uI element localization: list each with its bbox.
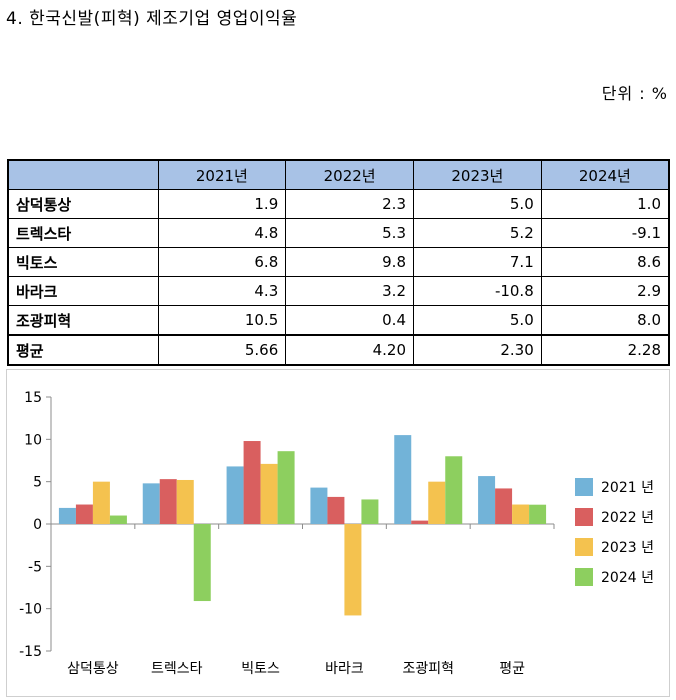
table-row: 트렉스타 4.8 5.3 5.2 -9.1 xyxy=(7,218,670,248)
table-header-row: 2021년 2022년 2023년 2024년 xyxy=(7,159,670,190)
legend-swatch xyxy=(575,538,593,556)
bar xyxy=(260,463,278,524)
y-tick-label: 10 xyxy=(24,432,42,448)
table-cell: 8.0 xyxy=(540,305,670,336)
table-cell: 7.1 xyxy=(413,247,542,277)
bar xyxy=(75,504,93,524)
table-cell: 5.0 xyxy=(413,189,542,219)
legend-label: 2023 년 xyxy=(601,540,654,556)
x-tick-label: 바라크 xyxy=(325,661,364,677)
bar xyxy=(109,515,127,524)
table-cell: 3.2 xyxy=(285,276,414,306)
bar xyxy=(478,476,496,524)
x-tick-label: 삼덕통상 xyxy=(67,661,119,677)
table-header-2022: 2022년 xyxy=(285,159,414,190)
row-label: 평균 xyxy=(7,334,159,366)
y-tick-label: 15 xyxy=(24,390,42,406)
table-cell: 5.3 xyxy=(285,218,414,248)
table-header-2021: 2021년 xyxy=(157,159,287,190)
bar xyxy=(92,481,110,524)
y-tick-label: 5 xyxy=(33,475,42,491)
table-row: 빅토스 6.8 9.8 7.1 8.6 xyxy=(7,247,670,277)
legend-item: 2023 년 xyxy=(575,532,654,562)
y-tick-label: -5 xyxy=(28,559,42,575)
table-cell: 9.8 xyxy=(285,247,414,277)
x-tick-label: 평균 xyxy=(499,661,525,677)
y-tick-label: -15 xyxy=(19,644,42,660)
row-label: 트렉스타 xyxy=(7,218,159,248)
x-tick-label: 조광피혁 xyxy=(402,661,454,677)
legend-item: 2024 년 xyxy=(575,562,654,592)
y-tick-label: -10 xyxy=(19,602,42,618)
unit-label: 단위 : % xyxy=(601,84,668,103)
bar xyxy=(58,507,76,524)
row-label: 조광피혁 xyxy=(7,305,159,336)
table-cell: 5.2 xyxy=(413,218,542,248)
table-cell: 2.3 xyxy=(285,189,414,219)
table-row: 삼덕통상 1.9 2.3 5.0 1.0 xyxy=(7,189,670,219)
bar xyxy=(529,504,547,524)
table-header-2024: 2024년 xyxy=(540,159,670,190)
table-cell: -9.1 xyxy=(540,218,670,248)
legend-swatch xyxy=(575,568,593,586)
legend-item: 2022 년 xyxy=(575,502,654,532)
table-cell: 10.5 xyxy=(157,305,287,336)
legend-swatch xyxy=(575,508,593,526)
table-cell: 2.9 xyxy=(540,276,670,306)
bar xyxy=(361,499,379,524)
row-label: 바라크 xyxy=(7,276,159,306)
bar xyxy=(394,435,412,524)
row-label: 빅토스 xyxy=(7,247,159,277)
bar xyxy=(176,479,194,524)
legend-label: 2021 년 xyxy=(601,480,654,496)
bar xyxy=(344,524,362,616)
table-row-average: 평균 5.66 4.20 2.30 2.28 xyxy=(7,334,670,366)
table-cell: 2.30 xyxy=(413,334,542,366)
bar xyxy=(277,451,295,524)
table-header-2023: 2023년 xyxy=(413,159,542,190)
bar xyxy=(512,504,530,524)
bar xyxy=(193,524,211,602)
table-cell: 1.0 xyxy=(540,189,670,219)
bar xyxy=(495,488,513,524)
bar xyxy=(159,479,177,524)
table-cell: 4.3 xyxy=(157,276,287,306)
chart-legend: 2021 년 2022 년 2023 년 2024 년 xyxy=(575,472,654,592)
legend-item: 2021 년 xyxy=(575,472,654,502)
bar xyxy=(142,483,160,524)
y-tick-label: 0 xyxy=(33,517,42,533)
table-cell: 5.66 xyxy=(157,334,287,366)
x-tick-label: 트렉스타 xyxy=(151,661,203,677)
bar xyxy=(226,466,244,524)
table-cell: 4.20 xyxy=(285,334,414,366)
legend-swatch xyxy=(575,478,593,496)
data-table: 2021년 2022년 2023년 2024년 삼덕통상 1.9 2.3 5.0… xyxy=(7,159,670,366)
row-label: 삼덕통상 xyxy=(7,189,159,219)
x-tick-label: 빅토스 xyxy=(241,661,280,677)
bar-chart: 15 10 5 0 -5 -10 -15 삼덕통상 트렉스타 빅토스 바라크 조광피혁 평균 xyxy=(19,390,555,677)
bar xyxy=(428,481,446,524)
bar xyxy=(445,456,463,524)
legend-label: 2024 년 xyxy=(601,570,654,586)
table-cell: 0.4 xyxy=(285,305,414,336)
table-cell: 5.0 xyxy=(413,305,542,336)
table-cell: 8.6 xyxy=(540,247,670,277)
table-cell: 1.9 xyxy=(157,189,287,219)
table-header-corner xyxy=(7,159,159,190)
table-cell: 6.8 xyxy=(157,247,287,277)
bar xyxy=(310,487,328,524)
table-row: 바라크 4.3 3.2 -10.8 2.9 xyxy=(7,276,670,306)
bar xyxy=(327,496,345,524)
bar xyxy=(411,520,429,524)
table-cell: 4.8 xyxy=(157,218,287,248)
table-cell: 2.28 xyxy=(540,334,670,366)
bar xyxy=(243,441,261,524)
table-row: 조광피혁 10.5 0.4 5.0 8.0 xyxy=(7,305,670,336)
legend-label: 2022 년 xyxy=(601,510,654,526)
table-cell: -10.8 xyxy=(413,276,542,306)
chart-container: 15 10 5 0 -5 -10 -15 삼덕통상 트렉스타 빅토스 바라크 조광피혁 평균 2021 … xyxy=(6,369,670,697)
page-title: 4. 한국신발(피혁) 제조기업 영업이익율 xyxy=(6,9,298,29)
